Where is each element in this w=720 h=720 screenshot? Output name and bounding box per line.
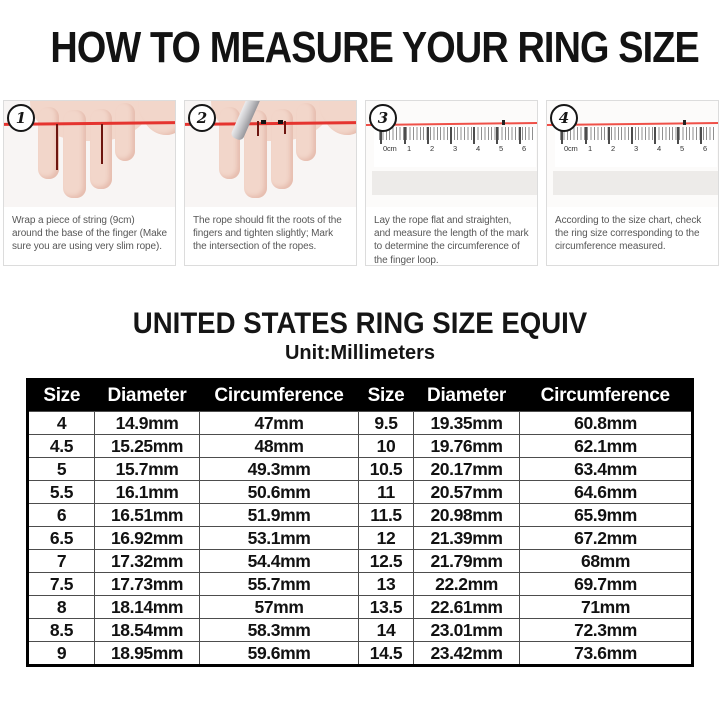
- table-shadow: [553, 171, 718, 195]
- col-header-size: Size: [27, 379, 95, 412]
- ruler-ticks: [379, 127, 534, 140]
- table-row: 4 14.9mm 47mm 9.5 19.35mm 60.8mm: [27, 411, 693, 435]
- table-row: 5 15.7mm 49.3mm 10.5 20.17mm 63.4mm: [27, 457, 693, 481]
- table-row: 7.5 17.73mm 55.7mm 13 22.2mm 69.7mm: [27, 572, 693, 596]
- step-number-badge: 1: [7, 104, 35, 132]
- col-header-diameter: Diameter: [413, 379, 520, 412]
- hand-with-string-photo: [4, 101, 175, 207]
- ruler-ticks: [560, 127, 715, 140]
- finger-shape: [244, 110, 267, 198]
- col-header-circumference: Circumference: [199, 379, 359, 412]
- table-row: 7 17.32mm 54.4mm 12.5 21.79mm 68mm: [27, 549, 693, 573]
- ruler-label: 5: [680, 144, 684, 153]
- table-row: 6 16.51mm 51.9mm 11.5 20.98mm 65.9mm: [27, 503, 693, 527]
- step-caption: Lay the rope flat and straighten, and me…: [374, 215, 529, 266]
- col-header-circumference: Circumference: [519, 379, 693, 412]
- string-wrap: [284, 121, 286, 134]
- table-row: 8.5 18.54mm 58.3mm 14 23.01mm 72.3mm: [27, 618, 693, 642]
- table-row: 8 18.14mm 57mm 13.5 22.61mm 71mm: [27, 595, 693, 619]
- ruler-label: 4: [476, 144, 480, 153]
- ruler-illustration: 0cm 1 2 3 4 5 6: [555, 127, 717, 167]
- size-chart-title: UNITED STATES RING SIZE EQUIV: [132, 307, 588, 340]
- table-header-row: Size Diameter Circumference Size Diamete…: [27, 379, 693, 412]
- step-number-badge: 4: [550, 104, 578, 132]
- ink-mark: [278, 120, 283, 124]
- string-mark: [502, 120, 505, 125]
- col-header-size: Size: [358, 379, 414, 412]
- table-row: 6.5 16.92mm 53.1mm 12 21.39mm 67.2mm: [27, 526, 693, 550]
- finger-shape: [63, 110, 86, 198]
- table-shadow: [372, 171, 537, 195]
- ruler-label: 3: [634, 144, 638, 153]
- finger-shape: [296, 103, 316, 161]
- table-row: 9 18.95mm 59.6mm 14.5 23.42mm 73.6mm: [27, 641, 693, 666]
- ring-size-table: Size Diameter Circumference Size Diamete…: [26, 378, 694, 667]
- string-wrap: [257, 121, 259, 136]
- step-caption: Wrap a piece of string (9cm) around the …: [12, 215, 167, 253]
- step-number-badge: 2: [188, 104, 216, 132]
- ruler-label: 2: [611, 144, 615, 153]
- step-panel-4: 4 0cm 1 2 3 4 5 6 According to the size …: [546, 100, 719, 266]
- ruler-label: 3: [453, 144, 457, 153]
- table-row: 5.5 16.1mm 50.6mm 11 20.57mm 64.6mm: [27, 480, 693, 504]
- ruler-label: 0cm: [564, 144, 578, 153]
- step-caption: According to the size chart, check the r…: [555, 215, 702, 253]
- ruler-label: 0cm: [383, 144, 397, 153]
- page-title: HOW TO MEASURE YOUR RING SIZE: [50, 23, 699, 72]
- finger-shape: [115, 103, 135, 161]
- ruler-label: 2: [430, 144, 434, 153]
- step-panel-2: 2 The rope should fit the roots of the f…: [184, 100, 357, 266]
- ruler-illustration: 0cm 1 2 3 4 5 6: [374, 127, 536, 167]
- table-row: 4.5 15.25mm 48mm 10 19.76mm 62.1mm: [27, 434, 693, 458]
- ruler-label: 6: [703, 144, 707, 153]
- ruler-label: 1: [407, 144, 411, 153]
- col-header-diameter: Diameter: [94, 379, 200, 412]
- ruler-label: 4: [657, 144, 661, 153]
- step-panel-3: 3 0cm 1 2 3 4 5 6 Lay the rope flat and …: [365, 100, 538, 266]
- step-number-badge: 3: [369, 104, 397, 132]
- string-mark: [683, 120, 686, 125]
- size-chart-subtitle: Unit:Millimeters: [284, 342, 436, 364]
- ruler-label: 6: [522, 144, 526, 153]
- step-panel-1: 1 Wrap a piece of string (9cm) around th…: [3, 100, 176, 266]
- ruler-label: 5: [499, 144, 503, 153]
- string-end: [56, 124, 58, 170]
- ink-mark: [261, 120, 266, 124]
- string-end: [101, 124, 103, 164]
- step-caption: The rope should fit the roots of the fin…: [193, 215, 342, 253]
- finger-shape: [271, 109, 293, 189]
- ruler-label: 1: [588, 144, 592, 153]
